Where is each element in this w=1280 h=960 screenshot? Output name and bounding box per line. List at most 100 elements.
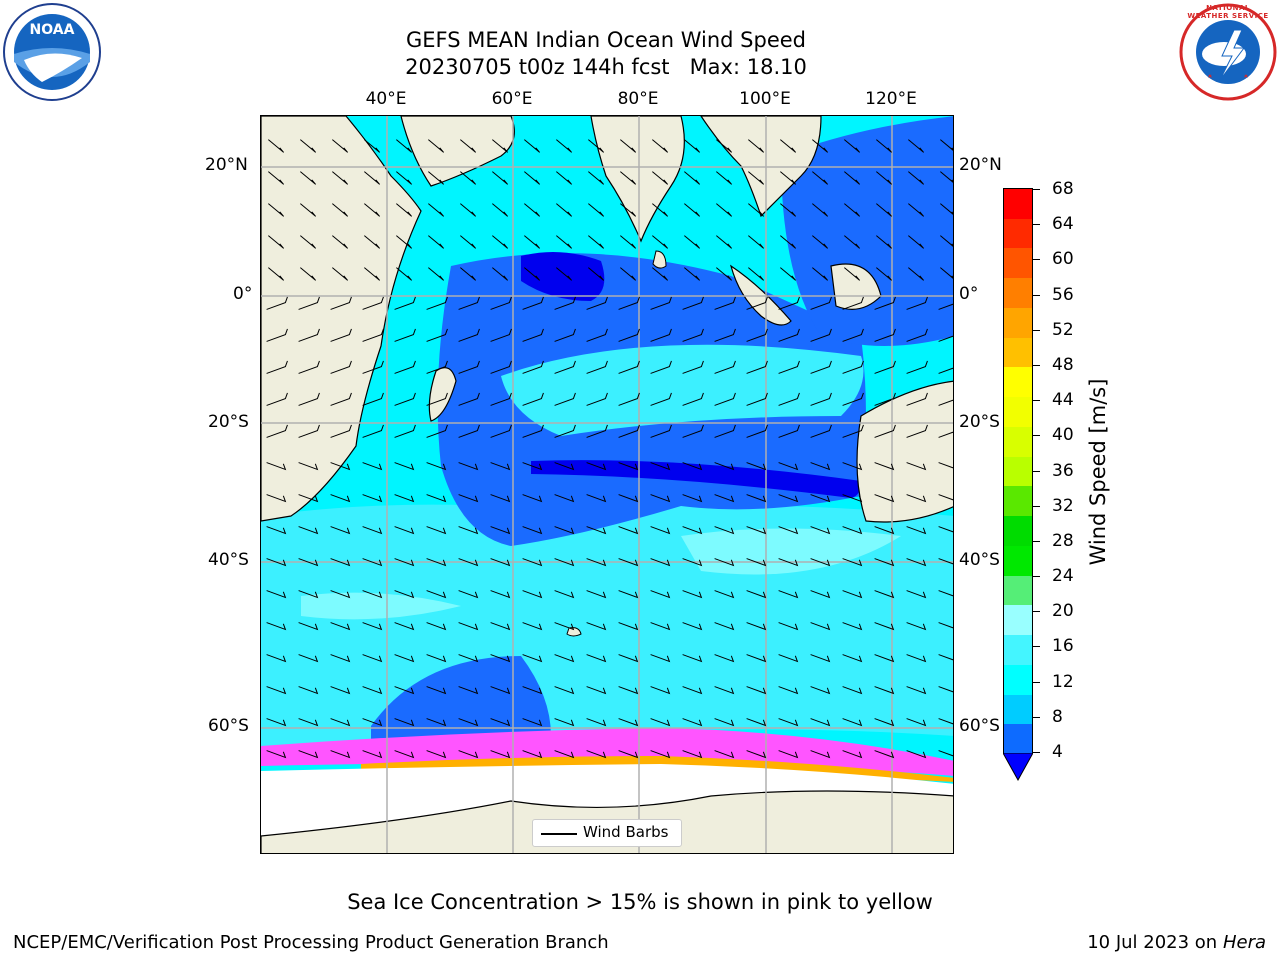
wind-barb bbox=[938, 686, 953, 693]
wind-barb bbox=[554, 622, 575, 631]
wind-barb bbox=[906, 296, 928, 310]
wind-barb bbox=[810, 750, 831, 759]
wind-barb bbox=[874, 622, 895, 631]
wind-barb bbox=[812, 171, 829, 185]
wind-barb bbox=[682, 622, 703, 631]
wind-barb bbox=[810, 526, 831, 535]
colorbar-tick-mark bbox=[1033, 752, 1040, 753]
wind-barb bbox=[522, 654, 543, 663]
chart-title-line1: GEFS MEAN Indian Ocean Wind Speed bbox=[405, 28, 807, 52]
wind-barb bbox=[458, 718, 479, 727]
wind-barb bbox=[810, 424, 832, 438]
wind-barb bbox=[522, 718, 543, 727]
colorbar-tick-mark bbox=[1033, 505, 1040, 507]
graticule bbox=[261, 116, 953, 853]
wind-barb bbox=[906, 462, 927, 471]
colorbar-tick-mark bbox=[1033, 646, 1040, 648]
colorbar bbox=[1003, 188, 1033, 755]
wind-barb bbox=[266, 462, 287, 471]
wind-barb bbox=[332, 235, 349, 249]
wind-barb bbox=[490, 494, 511, 503]
wind-barb bbox=[298, 424, 320, 438]
wind-barb bbox=[842, 424, 864, 438]
wind-barb bbox=[266, 424, 288, 438]
wind-barb bbox=[778, 654, 799, 663]
lat-label-left-60s: 60°S bbox=[208, 716, 249, 736]
wind-barb bbox=[682, 424, 704, 438]
wind-barb bbox=[554, 462, 575, 471]
wind-barb bbox=[522, 296, 544, 310]
wind-barb bbox=[426, 686, 447, 695]
lat-label-left-40s: 40°S bbox=[208, 550, 249, 570]
colorbar-segment bbox=[1004, 189, 1032, 220]
wind-barb bbox=[428, 139, 445, 153]
wind-barb bbox=[780, 139, 797, 153]
colorbar-label: Wind Speed [m/s] bbox=[1086, 378, 1110, 566]
wind-barb bbox=[620, 139, 637, 153]
wind-barb bbox=[458, 558, 479, 567]
wind-barb bbox=[330, 686, 351, 695]
wind-barb bbox=[362, 654, 383, 663]
wind-barb bbox=[746, 462, 767, 471]
wind-barb bbox=[906, 328, 928, 342]
wind-barb bbox=[842, 462, 863, 471]
wind-barb bbox=[556, 203, 573, 217]
wind-barb bbox=[746, 360, 768, 374]
colorbar-tick-mark bbox=[1033, 576, 1040, 578]
wind-barb bbox=[298, 654, 319, 663]
wind-barb bbox=[266, 296, 288, 310]
wind-barb bbox=[908, 203, 925, 217]
wind-barb bbox=[778, 424, 800, 438]
wind-barb bbox=[618, 526, 639, 535]
colorbar-tick-label: 24 bbox=[1052, 566, 1074, 587]
wind-barb bbox=[714, 360, 736, 374]
wind-barb bbox=[810, 718, 831, 727]
wind-barb bbox=[458, 494, 479, 503]
lat-label-left-20n: 20°N bbox=[205, 155, 248, 175]
wind-barb bbox=[874, 494, 895, 503]
wind-barb bbox=[940, 139, 953, 151]
wind-barb bbox=[554, 494, 575, 503]
wind-barb bbox=[842, 558, 863, 567]
chart-title-line2: 20230705 t00z 144h fcst Max: 18.10 bbox=[405, 55, 807, 79]
wind-barb bbox=[460, 139, 477, 153]
wind-barb bbox=[586, 558, 607, 567]
wind-barb bbox=[460, 235, 477, 249]
wind-barb bbox=[266, 392, 288, 406]
wind-barb bbox=[618, 654, 639, 663]
wind-barb bbox=[618, 296, 640, 310]
wind-barb bbox=[396, 139, 413, 153]
colorbar-tick-mark bbox=[1033, 470, 1040, 472]
wind-barb bbox=[426, 750, 447, 759]
wind-barb bbox=[554, 686, 575, 695]
wind-barb bbox=[906, 558, 927, 567]
wind-barb bbox=[746, 424, 768, 438]
wind-barb bbox=[298, 392, 320, 406]
wind-barb bbox=[810, 622, 831, 631]
wind-barb bbox=[330, 526, 351, 535]
wind-barb bbox=[876, 203, 893, 217]
wind-barb bbox=[906, 590, 927, 599]
wind-barb bbox=[746, 750, 767, 759]
wind-barb bbox=[394, 686, 415, 695]
wind-barb bbox=[748, 139, 765, 153]
wind-barb bbox=[298, 328, 320, 342]
wind-barb bbox=[522, 392, 544, 406]
lat-label-right-40s: 40°S bbox=[959, 550, 1000, 570]
wind-barb bbox=[842, 718, 863, 727]
wind-barb bbox=[746, 392, 768, 406]
wind-barb bbox=[332, 139, 349, 153]
wind-barb bbox=[522, 360, 544, 374]
wind-barb bbox=[682, 750, 703, 759]
wind-barb bbox=[586, 750, 607, 759]
wind-barb bbox=[394, 558, 415, 567]
legend-line-swatch bbox=[541, 833, 577, 835]
lon-label-top-120e: 120°E bbox=[865, 89, 917, 109]
wind-barb bbox=[682, 328, 704, 342]
wind-barb bbox=[684, 267, 701, 281]
colorbar-tick-label: 40 bbox=[1052, 425, 1074, 446]
wind-barb bbox=[748, 171, 765, 185]
colorbar-segment bbox=[1004, 575, 1032, 606]
wind-barb bbox=[298, 462, 319, 471]
wind-barb bbox=[940, 267, 953, 279]
